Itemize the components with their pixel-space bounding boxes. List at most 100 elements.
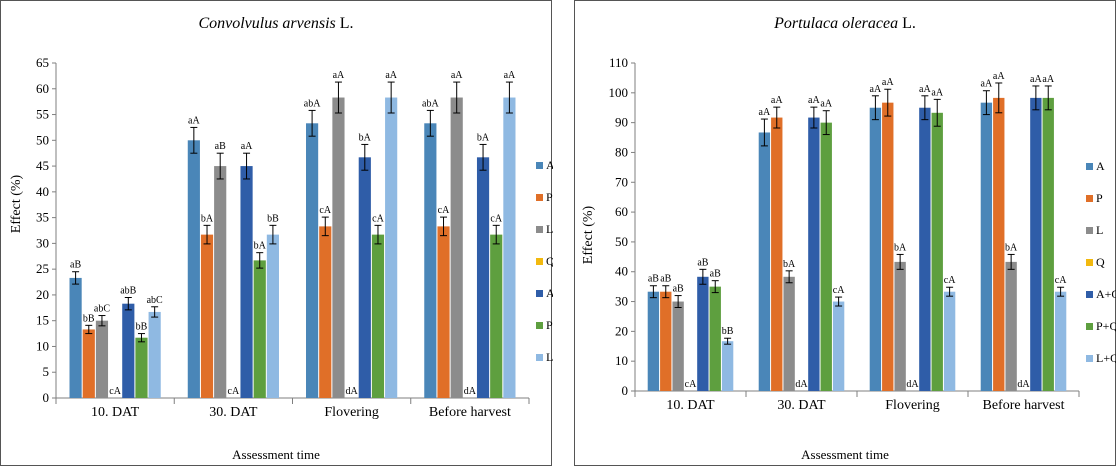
bar bbox=[980, 102, 993, 392]
data-label: aA bbox=[504, 70, 516, 81]
bar bbox=[266, 234, 279, 398]
y-tick-label: 30 bbox=[615, 294, 628, 309]
bar bbox=[943, 291, 956, 391]
data-label: cA bbox=[1055, 275, 1067, 286]
y-tick-label: 50 bbox=[36, 132, 49, 147]
chart-title-author: L. bbox=[898, 15, 916, 32]
chart-title-species: Portulaca oleracea bbox=[774, 15, 899, 32]
legend-swatch bbox=[536, 226, 543, 233]
data-label: aA bbox=[919, 84, 931, 95]
bar bbox=[82, 329, 95, 398]
data-label: bA bbox=[1005, 242, 1018, 253]
y-tick-label: 30 bbox=[36, 235, 49, 250]
y-tick-label: 100 bbox=[609, 85, 629, 100]
bar bbox=[721, 341, 734, 391]
data-label: aB bbox=[697, 257, 708, 268]
y-tick-label: 40 bbox=[36, 184, 49, 199]
legend-swatch bbox=[1086, 163, 1093, 170]
data-label: cA bbox=[228, 386, 240, 397]
data-label: bB bbox=[722, 326, 734, 337]
bar bbox=[424, 123, 437, 399]
data-label: bB bbox=[267, 213, 279, 224]
bar bbox=[894, 261, 906, 391]
chart-title: Portulaca oleracea L. bbox=[575, 15, 1115, 33]
bar bbox=[882, 102, 894, 392]
data-label: cA bbox=[490, 213, 502, 224]
data-label: aA bbox=[759, 107, 771, 118]
y-tick-label: 25 bbox=[36, 261, 49, 276]
data-label: aA bbox=[993, 71, 1005, 82]
data-label: abB bbox=[120, 286, 136, 297]
y-tick-label: 80 bbox=[615, 144, 628, 159]
legend-label: P bbox=[1096, 191, 1103, 205]
bar bbox=[931, 112, 943, 392]
bar bbox=[240, 166, 253, 398]
data-label: aA bbox=[1042, 74, 1054, 85]
y-tick-label: 15 bbox=[36, 313, 49, 328]
legend-label: P+Q bbox=[1096, 319, 1116, 333]
legend-swatch bbox=[536, 290, 543, 297]
x-tick-label: 30. DAT bbox=[209, 405, 258, 420]
data-label: aA bbox=[981, 79, 993, 90]
data-label: aB bbox=[710, 269, 721, 280]
data-label: abC bbox=[94, 304, 110, 315]
legend-swatch bbox=[1086, 195, 1093, 202]
data-label: cA bbox=[685, 379, 697, 390]
data-label: cA bbox=[438, 205, 450, 216]
legend-label: Q bbox=[1096, 255, 1105, 269]
data-label: cA bbox=[319, 205, 331, 216]
legend-swatch bbox=[536, 162, 543, 169]
legend-swatch bbox=[536, 354, 543, 361]
x-axis-label: Assessment time bbox=[232, 447, 320, 462]
data-label: cA bbox=[833, 285, 845, 296]
bar bbox=[1042, 97, 1054, 392]
bar bbox=[503, 97, 516, 399]
y-tick-label: 10 bbox=[615, 353, 628, 368]
data-label: abC bbox=[147, 295, 163, 306]
bar bbox=[783, 276, 795, 391]
bar bbox=[214, 166, 227, 398]
data-label: cA bbox=[372, 213, 384, 224]
bar bbox=[148, 311, 161, 398]
bar bbox=[476, 157, 490, 398]
data-label: bA bbox=[477, 132, 490, 143]
x-tick-label: 10. DAT bbox=[666, 398, 715, 413]
legend-label: Q bbox=[546, 254, 553, 268]
bar bbox=[306, 123, 319, 399]
bar bbox=[187, 140, 200, 399]
bar bbox=[371, 234, 385, 398]
bar bbox=[832, 301, 845, 391]
data-label: aA bbox=[931, 87, 943, 98]
legend-swatch bbox=[536, 194, 543, 201]
y-tick-label: 35 bbox=[36, 210, 49, 225]
bar bbox=[332, 97, 345, 399]
data-label: bA bbox=[783, 259, 796, 270]
y-tick-label: 110 bbox=[609, 55, 628, 70]
legend-label: P+Q bbox=[546, 318, 553, 332]
chart-svg-convolvulus: 0 5 10 15 20 25 30 35 40 45 50 55 60 65 10. DAT 30. DAT… bbox=[36, 55, 553, 420]
bar bbox=[95, 320, 109, 398]
data-label: bA bbox=[359, 132, 372, 143]
bar bbox=[253, 260, 266, 398]
chart-svg-portulaca: 0 10 20 30 40 50 60 70 80 90 100 110 10. DAT 30. DAT F… bbox=[609, 55, 1116, 413]
bar bbox=[647, 291, 660, 391]
bar bbox=[672, 301, 684, 391]
data-label: aB bbox=[660, 274, 671, 285]
y-tick-label: 70 bbox=[615, 174, 628, 189]
y-tick-label: 60 bbox=[615, 204, 628, 219]
x-axis-label: Assessment time bbox=[801, 447, 889, 462]
legend-label: A bbox=[546, 158, 553, 172]
legend-swatch bbox=[1086, 323, 1093, 330]
bar bbox=[1054, 291, 1067, 391]
data-label: aA bbox=[771, 95, 783, 106]
legend-swatch bbox=[1086, 227, 1093, 234]
y-tick-label: 40 bbox=[615, 264, 628, 279]
legend-swatch bbox=[1086, 259, 1093, 266]
legend-label: L+Q bbox=[1096, 351, 1116, 365]
y-tick-label: 90 bbox=[615, 115, 628, 130]
bar bbox=[135, 337, 148, 398]
data-label: aB bbox=[215, 141, 226, 152]
data-label: cA bbox=[109, 386, 121, 397]
data-label: aA bbox=[188, 115, 200, 126]
x-tick-label: 30. DAT bbox=[777, 398, 826, 413]
